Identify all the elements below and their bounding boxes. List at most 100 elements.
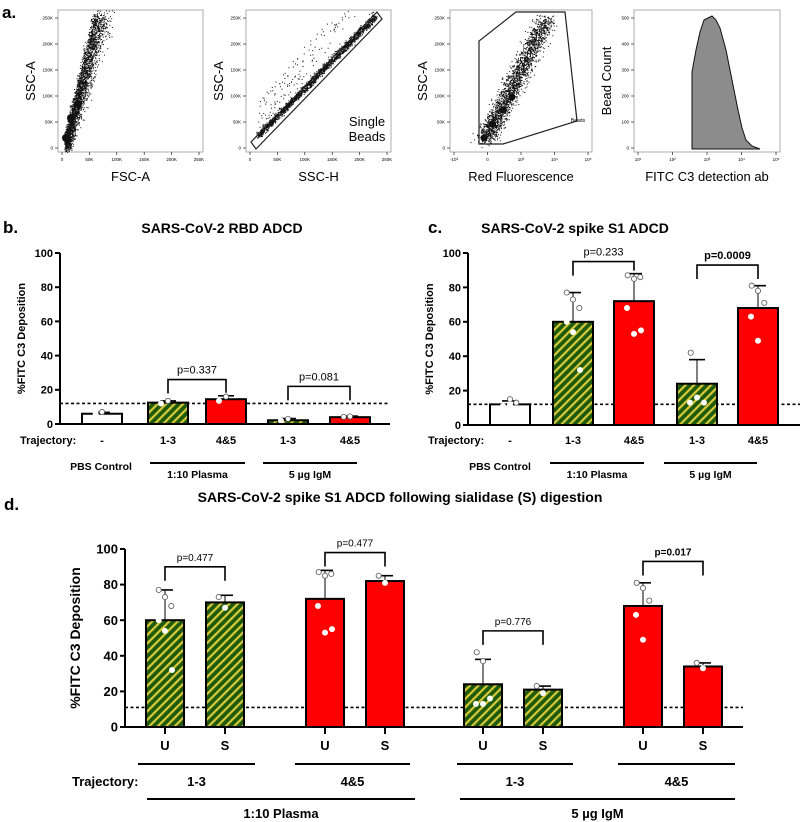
x-tick-label: 10⁴: [738, 157, 745, 162]
category-label-c: 4&5: [748, 435, 768, 447]
data-point-c: [687, 399, 694, 406]
y-axis-label-a3: SSC-A: [415, 61, 430, 101]
panel-label-a: a.: [2, 3, 16, 22]
x-tick-label: 100K: [300, 157, 311, 162]
data-point-c: [576, 305, 583, 312]
group-label-c: PBS Control: [469, 461, 531, 473]
data-point-d: [155, 586, 162, 593]
panel-label-c: c.: [428, 218, 442, 237]
p-value-d: p=0.477: [177, 553, 214, 564]
gate-label: Beads: [571, 118, 586, 124]
y-tick-label: 100: [621, 120, 629, 125]
data-point-d: [314, 602, 321, 609]
bar-d-2: [305, 597, 345, 729]
y-tick-label-b: 80: [41, 282, 53, 294]
y-tick-label-c: 80: [449, 282, 461, 294]
x-tick-label: 50K: [273, 157, 281, 162]
category-label-d: U: [478, 738, 487, 753]
data-point-d: [640, 636, 647, 643]
trajectory-label-d: 1-3: [187, 774, 206, 789]
y-tick-label-d: 20: [104, 684, 118, 699]
data-point-d: [155, 617, 162, 624]
x-tick-label: 250K: [382, 157, 393, 162]
plot-frame-a3: [449, 9, 593, 153]
y-tick-label: 300: [621, 68, 629, 73]
single-beads-gate: [250, 11, 383, 150]
bar-b-0: [81, 412, 123, 425]
x-tick-label: 100K: [112, 157, 123, 162]
y-tick-label: 0: [238, 146, 241, 151]
data-point-d: [693, 659, 700, 666]
plot-frame-a2: [245, 9, 392, 153]
x-tick-label: 10²: [669, 157, 676, 162]
trajectory-row-label-d: Trajectory:: [72, 774, 138, 789]
x-axis-label-a4: FITC C3 detection ab: [645, 169, 769, 184]
y-tick-label-b: 60: [41, 316, 53, 328]
y-tick-label: 200: [621, 94, 629, 99]
y-tick-label: 0: [626, 146, 629, 151]
data-point-d: [633, 579, 640, 586]
data-point-c: [563, 289, 570, 296]
data-point-d: [486, 695, 493, 702]
category-label-d: S: [381, 738, 390, 753]
data-point-d: [479, 658, 486, 665]
y-tick-label: 400: [621, 42, 629, 47]
group-label-c: 1:10 Plasma: [567, 469, 628, 481]
group-label-b: 5 µg IgM: [289, 469, 331, 481]
y-tick-label: 100K: [230, 94, 241, 99]
y-tick-label-b: 0: [47, 419, 53, 431]
p-value-b: p=0.081: [299, 371, 339, 383]
bar-c-1: [552, 320, 594, 426]
y-tick-label: 0: [442, 146, 445, 151]
y-tick-label-d: 0: [111, 720, 118, 735]
y-axis-label-c: %FITC C3 Deposition: [424, 283, 436, 395]
gate-label: Beads: [349, 129, 386, 144]
y-axis-label-a4: Bead Count: [599, 46, 614, 115]
y-tick-label: 500: [621, 16, 629, 21]
data-point-b: [284, 415, 291, 422]
data-point-c: [563, 318, 570, 325]
x-tick-label: 10³: [518, 157, 525, 162]
trajectory-row-label-b: Trajectory:: [20, 435, 76, 447]
category-label-d: S: [539, 738, 548, 753]
y-tick-label-d: 100: [96, 542, 118, 557]
data-point-d: [321, 572, 328, 579]
y-tick-label: 150K: [42, 68, 53, 73]
bar-d-6: [623, 604, 663, 729]
y-axis-label-a2: SSC-A: [211, 61, 226, 101]
category-label-d: S: [699, 738, 708, 753]
x-tick-label: -10³: [450, 157, 459, 162]
x-tick-label: 0: [249, 157, 252, 162]
data-point-d: [168, 667, 175, 674]
data-point-c: [748, 313, 755, 320]
data-point-c: [701, 399, 708, 406]
y-tick-label-b: 100: [35, 248, 53, 260]
category-label-c: 1-3: [565, 435, 581, 447]
data-point-d: [328, 626, 335, 633]
y-tick-label: 250K: [42, 16, 53, 21]
x-tick-label: 0: [486, 157, 489, 162]
x-axis-label-a2: SSC-H: [298, 169, 338, 184]
data-point-c: [637, 274, 644, 281]
scatter-events-a2: [255, 11, 378, 139]
significance-bracket-b: [167, 378, 227, 394]
x-tick-label: 150K: [327, 157, 338, 162]
data-point-d: [221, 604, 228, 611]
bar-c-4: [737, 307, 779, 427]
y-tick-label: 100K: [434, 94, 445, 99]
y-tick-label: 50K: [233, 120, 241, 125]
histogram: [691, 15, 761, 150]
trajectory-label-d: 4&5: [665, 774, 689, 789]
significance-bracket-d: [324, 551, 386, 567]
group-label-d: 1:10 Plasma: [243, 806, 319, 821]
data-point-b: [157, 400, 164, 407]
data-point-d: [533, 683, 540, 690]
x-tick-label: 200K: [354, 157, 365, 162]
category-label-d: S: [221, 738, 230, 753]
category-label-b: 1-3: [160, 435, 176, 447]
y-tick-label: 0: [50, 146, 53, 151]
category-label-c: -: [508, 435, 512, 447]
y-tick-label: 150K: [434, 68, 445, 73]
group-label-b: 1:10 Plasma: [167, 469, 228, 481]
bar-d-1: [205, 601, 245, 729]
